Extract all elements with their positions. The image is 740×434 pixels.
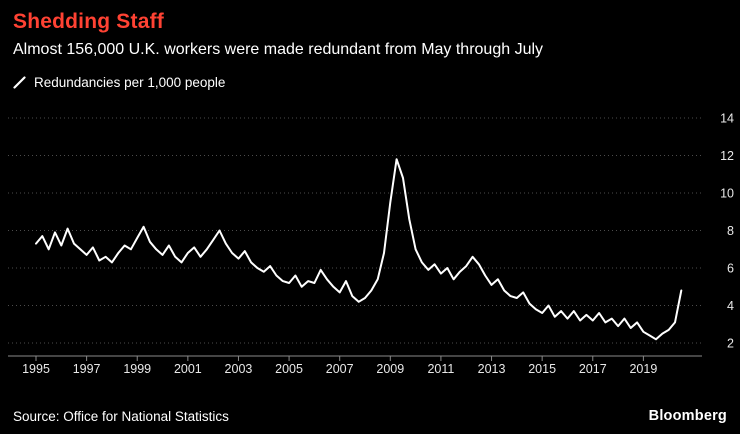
source-note: Source: Office for National Statistics <box>13 409 229 424</box>
line-series-marker-icon <box>13 76 26 89</box>
bloomberg-logo: Bloomberg <box>648 408 727 424</box>
x-tick-label-2013: 2013 <box>478 362 506 376</box>
x-tick-label-1995: 1995 <box>22 362 50 376</box>
y-tick-label-2: 2 <box>727 337 734 351</box>
x-tick-label-2011: 2011 <box>427 362 454 376</box>
chart-footer: Source: Office for National Statistics B… <box>13 408 727 424</box>
redundancies-series-line <box>35 158 683 341</box>
x-tick-label-2001: 2001 <box>174 362 202 376</box>
x-tick-label-2003: 2003 <box>225 362 253 376</box>
y-tick-label-6: 6 <box>727 262 734 276</box>
chart-title: Shedding Staff <box>13 10 164 33</box>
x-tick-label-2007: 2007 <box>326 362 354 376</box>
y-tick-label-12: 12 <box>720 149 734 163</box>
redundancies-line-chart: 2 4 6 8 10 12 14 1995 1997 1999 2001 2003 2005 2007 20… <box>8 112 734 376</box>
legend-label: Redundancies per 1,000 people <box>34 75 226 91</box>
x-tick-label-2015: 2015 <box>528 362 556 376</box>
x-tick-label-2017: 2017 <box>579 362 607 376</box>
x-tick-label-2009: 2009 <box>376 362 404 376</box>
x-tick-label-2019: 2019 <box>629 362 657 376</box>
y-tick-label-8: 8 <box>727 224 734 238</box>
y-tick-label-14: 14 <box>720 112 734 126</box>
legend: Redundancies per 1,000 people <box>13 75 727 90</box>
x-tick-label-1997: 1997 <box>73 362 101 376</box>
x-tick-label-2005: 2005 <box>275 362 303 376</box>
chart-header: Shedding Staff Almost 156,000 U.K. worke… <box>13 10 727 90</box>
chart-subtitle: Almost 156,000 U.K. workers were made re… <box>13 41 544 59</box>
y-tick-label-10: 10 <box>720 187 734 201</box>
x-tick-label-1999: 1999 <box>123 362 151 376</box>
y-tick-label-4: 4 <box>727 299 734 313</box>
